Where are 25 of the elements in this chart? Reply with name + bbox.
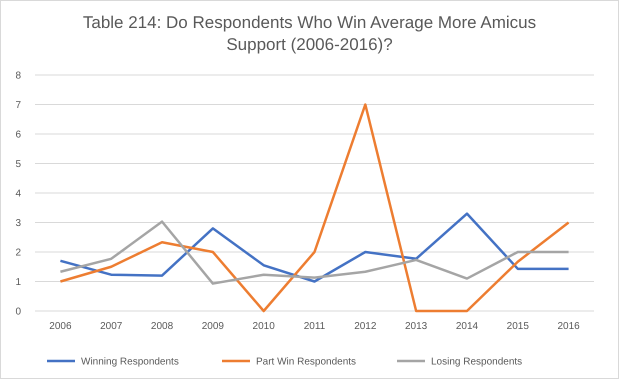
y-tick-label: 5 xyxy=(15,159,22,170)
y-tick-label: 6 xyxy=(15,130,22,140)
x-tick-label: 2008 xyxy=(150,321,174,332)
legend-label: Winning Respondents xyxy=(81,356,179,368)
x-tick-label: 2009 xyxy=(202,321,224,332)
y-tick-label: 1 xyxy=(15,277,22,288)
y-tick-label: 0 xyxy=(15,306,22,318)
y-tick-label: 2 xyxy=(15,248,22,258)
x-tick-label: 2015 xyxy=(506,321,530,332)
x-tick-label: 2006 xyxy=(49,321,72,332)
x-tick-label: 2016 xyxy=(557,321,580,332)
y-tick-label: 3 xyxy=(15,218,22,229)
x-tick-label: 2010 xyxy=(252,321,276,332)
line-series xyxy=(59,103,570,312)
x-tick-label: 2011 xyxy=(304,321,326,332)
y-tick-label: 7 xyxy=(15,100,22,111)
y-tick-label: 8 xyxy=(15,70,22,82)
x-tick-label: 2014 xyxy=(456,321,479,332)
y-tick-label: 4 xyxy=(15,188,22,200)
chart-title: Table 214: Do Respondents Who Win Average More Amicus Support (2006-2016)? xyxy=(82,13,536,54)
legend-label: Part Win Respondents xyxy=(256,356,356,368)
x-tick-label: 2007 xyxy=(100,321,123,332)
x-tick-label: 2013 xyxy=(405,321,428,332)
x-tick-label: 2012 xyxy=(354,321,377,332)
legend-label: Losing Respondents xyxy=(431,356,522,368)
